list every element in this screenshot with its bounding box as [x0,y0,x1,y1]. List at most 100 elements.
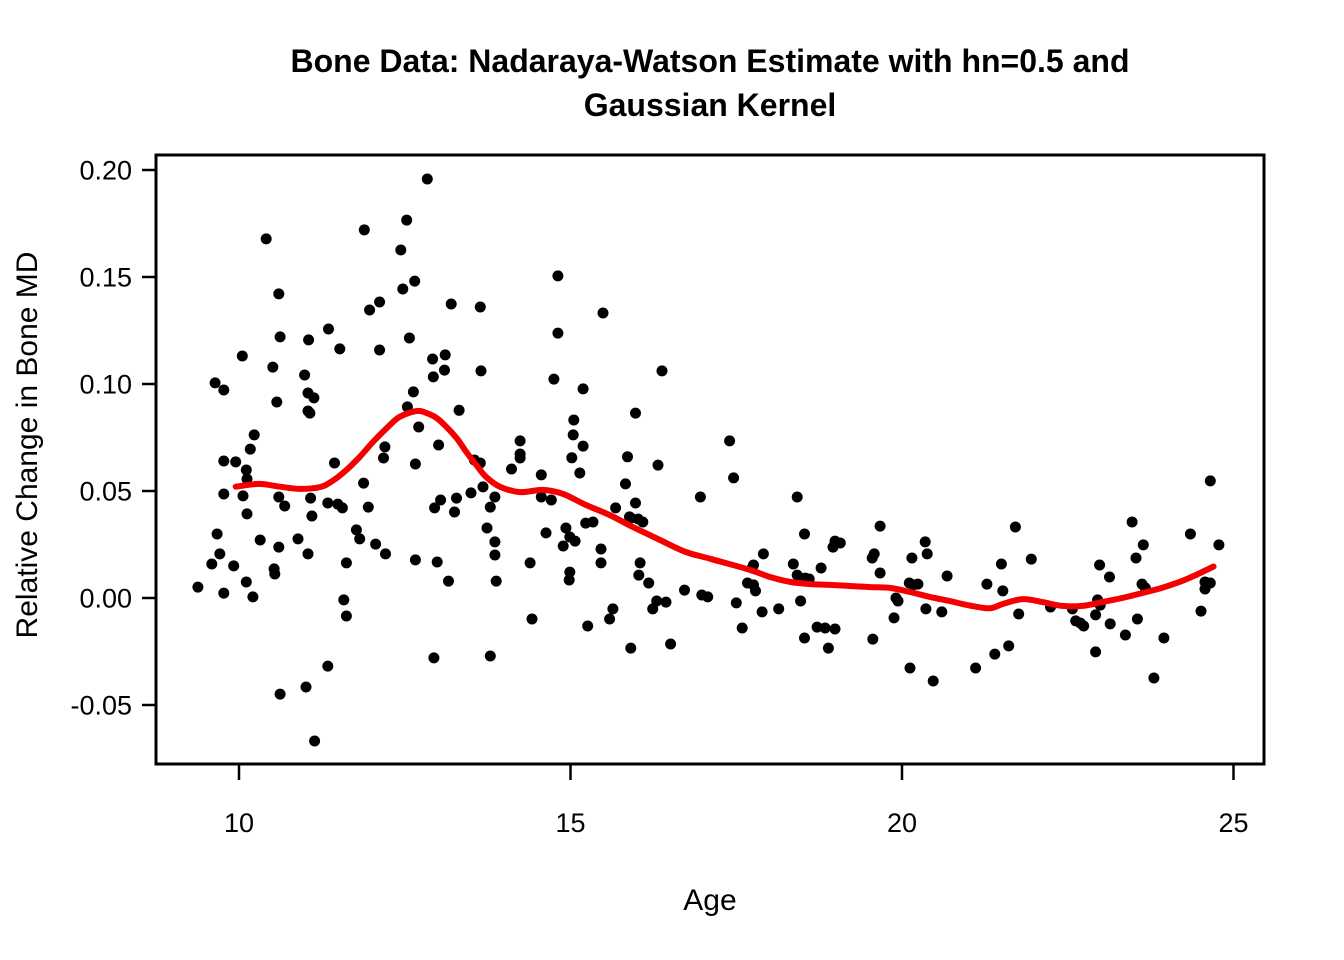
data-point [362,501,374,513]
data-point [247,591,259,603]
data-point [1158,632,1170,644]
data-point [274,331,286,343]
data-point [248,429,260,441]
data-point [267,361,279,373]
chart-title-line-2: Gaussian Kernel [583,87,837,123]
data-point [211,528,223,540]
data-point [241,508,253,520]
data-point [665,638,677,650]
data-point [439,364,450,376]
data-point [484,650,496,662]
data-point [322,660,334,672]
data-point [358,224,370,236]
data-point [329,457,340,469]
data-point [409,458,421,470]
x-tick-label: 20 [887,808,917,838]
data-point [545,494,557,506]
data-point [279,500,291,512]
data-point [634,557,646,569]
data-point [340,610,352,622]
data-point [236,350,248,362]
data-point [552,327,564,339]
data-point [409,275,421,287]
data-point [299,369,311,381]
data-point [811,621,823,633]
data-point [240,576,252,588]
data-point [358,477,370,489]
data-point [364,304,376,316]
data-point [489,536,501,548]
data-point [218,384,230,396]
data-point [240,464,252,476]
data-point [736,622,748,634]
data-point [535,491,547,503]
data-point [273,288,285,300]
data-point [1199,583,1211,595]
data-point [273,541,285,553]
data-point [874,567,886,579]
data-point [269,568,281,580]
data-point [427,371,439,383]
data-point [582,620,594,632]
data-point [941,570,953,582]
data-point [756,606,768,618]
data-point [218,587,230,599]
data-point [477,481,489,493]
data-point [514,435,526,447]
data-point [919,536,931,548]
data-point [489,549,501,561]
data-point [566,452,578,464]
data-point [867,633,879,645]
data-point [403,332,415,344]
data-point [350,524,362,536]
x-tick-label: 25 [1218,808,1248,838]
nw-estimate-curve [232,407,1217,612]
plot-frame [154,153,1266,766]
data-point [787,558,799,570]
data-point [449,506,460,518]
data-point [730,597,742,609]
data-point [237,490,249,502]
data-point [481,522,493,534]
data-point [815,562,827,574]
data-point [622,451,633,463]
data-point [563,574,575,586]
data-point [465,487,477,499]
data-point [1090,646,1102,658]
data-point [254,534,266,546]
data-point [970,662,982,674]
data-point [912,578,924,590]
data-point [757,548,769,560]
data-point [587,516,599,528]
data-point [607,603,619,615]
data-point [620,478,631,490]
data-point [652,459,664,471]
data-point [906,552,918,564]
data-point [433,439,445,451]
data-point [453,404,465,416]
data-point [595,557,607,569]
data-point [340,557,352,569]
data-point [336,502,348,514]
y-tick-label: 0.20 [79,156,132,186]
data-point [413,421,425,433]
y-axis-label: Relative Change in Bone MD [11,251,44,639]
data-point [306,510,318,522]
data-point [552,270,564,282]
data-point [218,455,230,467]
data-point [892,595,904,607]
data-point [637,516,649,528]
data-point [660,596,672,608]
data-point [354,533,366,545]
data-point [506,463,517,475]
data-point [274,688,286,700]
x-axis-ticks: 10 15 20 25 [224,764,1249,838]
data-point [694,491,706,503]
data-point [439,349,451,361]
y-tick-label: 0.05 [79,477,132,507]
data-point [1009,521,1021,533]
data-point [569,535,581,547]
data-point [244,443,256,455]
data-point [409,554,421,566]
data-point [273,491,285,503]
